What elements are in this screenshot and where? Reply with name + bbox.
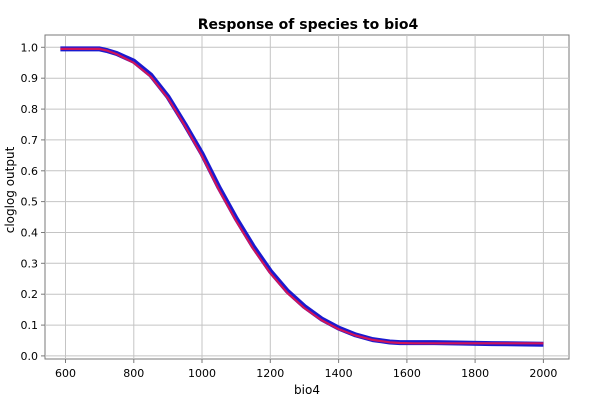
x-tick-label: 2000: [529, 367, 557, 380]
axis-ticks: 600 800 1000 1200 1400 1600 1800 2000 0.0 0.1 0.2 0…: [21, 41, 558, 380]
y-axis-label: cloglog output: [3, 146, 17, 233]
x-tick-label: 1200: [256, 367, 284, 380]
y-tick-label: 0.9: [21, 72, 39, 85]
plot-area: [44, 34, 570, 360]
y-tick-label: 0.8: [21, 103, 39, 116]
y-tick-label: 0.0: [21, 350, 39, 363]
x-tick-label: 600: [55, 367, 76, 380]
x-axis-label: bio4: [294, 383, 320, 397]
x-tick-label: 1600: [393, 367, 421, 380]
y-tick-label: 0.2: [21, 288, 39, 301]
y-tick-label: 0.4: [21, 227, 39, 240]
y-tick-label: 0.3: [21, 257, 39, 270]
series-layer: [60, 46, 544, 347]
x-tick-label: 1400: [325, 367, 353, 380]
x-tick-label: 800: [123, 367, 144, 380]
y-tick-label: 0.6: [21, 165, 39, 178]
y-tick-label: 1.0: [21, 41, 39, 54]
y-tick-label: 0.1: [21, 319, 39, 332]
x-tick-label: 1000: [188, 367, 216, 380]
y-tick-label: 0.5: [21, 196, 39, 209]
grid: [45, 35, 569, 359]
y-tick-label: 0.7: [21, 134, 39, 147]
chart-title: Response of species to bio4: [198, 17, 419, 33]
x-tick-label: 1800: [461, 367, 489, 380]
series-line-2: [60, 47, 544, 345]
